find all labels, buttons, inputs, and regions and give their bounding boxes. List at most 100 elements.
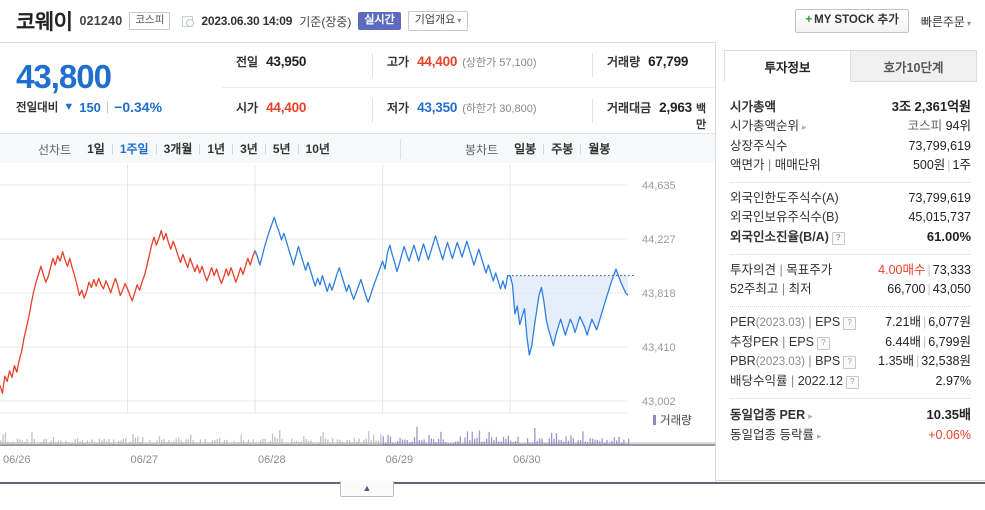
info-value-main: 61.00% xyxy=(926,229,971,244)
help-icon[interactable]: ? xyxy=(816,337,830,350)
collapse-toggle-button[interactable]: ▲ xyxy=(340,481,394,497)
quote-label: 고가 xyxy=(387,54,410,69)
y-axis-tick-label: 43,002 xyxy=(642,396,676,408)
info-label: 액면가 | 매매단위 xyxy=(730,158,821,172)
candle-daily[interactable]: 일봉 xyxy=(514,142,537,156)
period-5y[interactable]: 5년 xyxy=(272,142,291,156)
info-value-main: 500원 xyxy=(912,158,946,172)
tab-orderbook-10[interactable]: 호가10단계 xyxy=(851,50,977,82)
price-chart[interactable]: 44,635 44,227 43,818 43,410 43,002 06/26 06/27… xyxy=(0,163,715,481)
chart-toolbar: 선차트 1일 1주일 3개월 1년 3년 5년 10년 봉차트 일봉 주봉 월봉 xyxy=(0,133,715,165)
info-value-main: 3조 2,361억원 xyxy=(891,99,971,114)
divider xyxy=(543,144,545,154)
quote-label: 저가 xyxy=(387,100,410,115)
info-label: PER(2023.03) | EPS? xyxy=(730,313,857,333)
info-value-main: 66,700 xyxy=(887,282,926,296)
period-1d[interactable]: 1일 xyxy=(87,142,105,156)
info-section: 외국인한도주식수(A) 73,799,619 외국인보유주식수(B) 45,015,7… xyxy=(730,182,971,254)
info-value: 6.44배 | 6,799원 xyxy=(885,333,971,352)
info-label: 동일업종 등락률 ▸ xyxy=(730,428,822,442)
info-row[interactable]: 동일업종 PER ▸ 10.35배 xyxy=(730,405,971,426)
x-axis-tick-label: 06/30 xyxy=(513,454,541,466)
period-10y[interactable]: 10년 xyxy=(305,142,330,156)
candle-monthly[interactable]: 월봉 xyxy=(588,142,611,156)
info-label: 시가총액순위 ▸ xyxy=(730,119,807,133)
info-value-main: 2.97% xyxy=(935,374,971,388)
market-badge: 코스피 xyxy=(129,12,171,30)
info-value-main: 7.21배 xyxy=(885,315,921,329)
quote-value: 44,400 xyxy=(417,53,458,69)
line-chart-label: 선차트 xyxy=(38,142,72,157)
period-3m[interactable]: 3개월 xyxy=(163,142,193,156)
realtime-badge[interactable]: 실시간 xyxy=(358,12,401,30)
quote-cell-turnover: 거래대금 2,963 백만 xyxy=(592,98,715,131)
fast-order-dropdown[interactable]: 빠른주문 ▾ xyxy=(921,13,971,30)
period-3y[interactable]: 3년 xyxy=(240,142,258,156)
divider xyxy=(580,144,582,154)
quote-limit: (하한가 30,800) xyxy=(462,102,537,115)
info-label: 시가총액 xyxy=(730,100,777,114)
help-icon[interactable]: ? xyxy=(845,376,859,389)
info-value-secondary: 6,077원 xyxy=(928,315,971,329)
period-1w[interactable]: 1주일 xyxy=(119,142,149,156)
info-value: 1.35배 | 32,538원 xyxy=(878,352,971,371)
info-value-main: +0.06% xyxy=(928,428,971,442)
info-row[interactable]: 시가총액순위 ▸ 코스피 94위 xyxy=(730,117,971,137)
divider: | xyxy=(804,354,816,368)
quote-value: 67,799 xyxy=(648,53,689,69)
candle-weekly[interactable]: 주봉 xyxy=(551,142,574,156)
info-label: 외국인보유주식수(B) xyxy=(730,210,839,224)
quote-section: 43,800 전일대비 ▼ 150 | −0.34% 전일 43,950 고가 … xyxy=(0,42,715,133)
info-value-main: 1.35배 xyxy=(878,354,915,368)
info-value: 코스피 94위 xyxy=(908,117,971,136)
down-arrow-icon: ▼ xyxy=(63,101,75,114)
change-label: 전일대비 xyxy=(16,102,59,115)
info-row: PER(2023.03) | EPS? 7.21배 | 6,077원 xyxy=(730,313,971,333)
info-label: PBR(2023.03) | BPS? xyxy=(730,352,857,372)
divider: | xyxy=(922,335,927,349)
divider xyxy=(111,144,113,154)
info-label: 52주최고 | 최저 xyxy=(730,282,812,296)
info-value: 2.97% xyxy=(936,372,971,391)
info-row: 외국인한도주식수(A) 73,799,619 xyxy=(730,189,971,208)
info-row: PBR(2023.03) | BPS? 1.35배 | 32,538원 xyxy=(730,352,971,372)
divider xyxy=(297,144,299,154)
chevron-right-icon: ▸ xyxy=(816,431,822,441)
info-row: 배당수익률 | 2022.12? 2.97% xyxy=(730,372,971,391)
quote-unit: 백만 xyxy=(695,102,707,131)
add-my-stock-button[interactable]: + MY STOCK 추가 xyxy=(795,8,909,34)
info-value: 73,799,619 xyxy=(908,189,971,208)
info-label: 배당수익률 | 2022.12? xyxy=(730,372,859,391)
company-overview-dropdown[interactable]: 기업개요 ▾ xyxy=(407,11,469,31)
header-right-group: + MY STOCK 추가 빠른주문 ▾ xyxy=(795,0,971,42)
price-chart-svg[interactable]: 44,635 44,227 43,818 43,410 43,002 06/26 06/27… xyxy=(0,163,715,481)
period-1y[interactable]: 1년 xyxy=(207,142,226,156)
help-icon[interactable]: ? xyxy=(843,356,857,369)
fast-order-label: 빠른주문 xyxy=(920,14,965,29)
line-chart-period-group: 선차트 1일 1주일 3개월 1년 3년 5년 10년 xyxy=(38,134,337,164)
info-value-secondary: 32,538원 xyxy=(921,354,971,368)
info-section: PER(2023.03) | EPS? 7.21배 | 6,077원 추정PER | E… xyxy=(730,306,971,398)
panel-tabs: 투자정보 호가10단계 xyxy=(724,50,977,82)
info-value-secondary: 73,333 xyxy=(932,263,971,277)
info-value: 73,799,619 xyxy=(908,137,971,156)
quote-row-1: 전일 43,950 고가 44,400 (상한가 57,100) 거래량 67,… xyxy=(222,42,715,88)
quote-label: 거래대금 xyxy=(607,100,652,115)
chevron-up-icon: ▲ xyxy=(362,483,372,493)
info-value: +0.06% xyxy=(928,426,971,445)
tab-investment-info[interactable]: 투자정보 xyxy=(724,50,851,82)
info-row: 추정PER | EPS? 6.44배 | 6,799원 xyxy=(730,333,971,352)
help-icon[interactable]: ? xyxy=(831,232,845,245)
divider xyxy=(155,144,157,154)
divider: | xyxy=(927,263,931,277)
info-row[interactable]: 동일업종 등락률 ▸ +0.06% xyxy=(730,426,971,446)
info-value-prefix: 코스피 xyxy=(907,119,946,133)
divider: | xyxy=(776,263,787,277)
info-value-main: 94위 xyxy=(945,119,971,133)
quote-label: 전일 xyxy=(236,54,259,69)
quote-table: 전일 43,950 고가 44,400 (상한가 57,100) 거래량 67,… xyxy=(222,42,715,133)
info-row: 외국인소진율(B/A)? 61.00% xyxy=(730,227,971,247)
info-section: 투자의견 | 목표주가 4.00매수 | 73,333 52주최고 | 최저 66,700… xyxy=(730,254,971,306)
footer-divider xyxy=(0,482,985,484)
help-icon[interactable]: ? xyxy=(843,317,857,330)
